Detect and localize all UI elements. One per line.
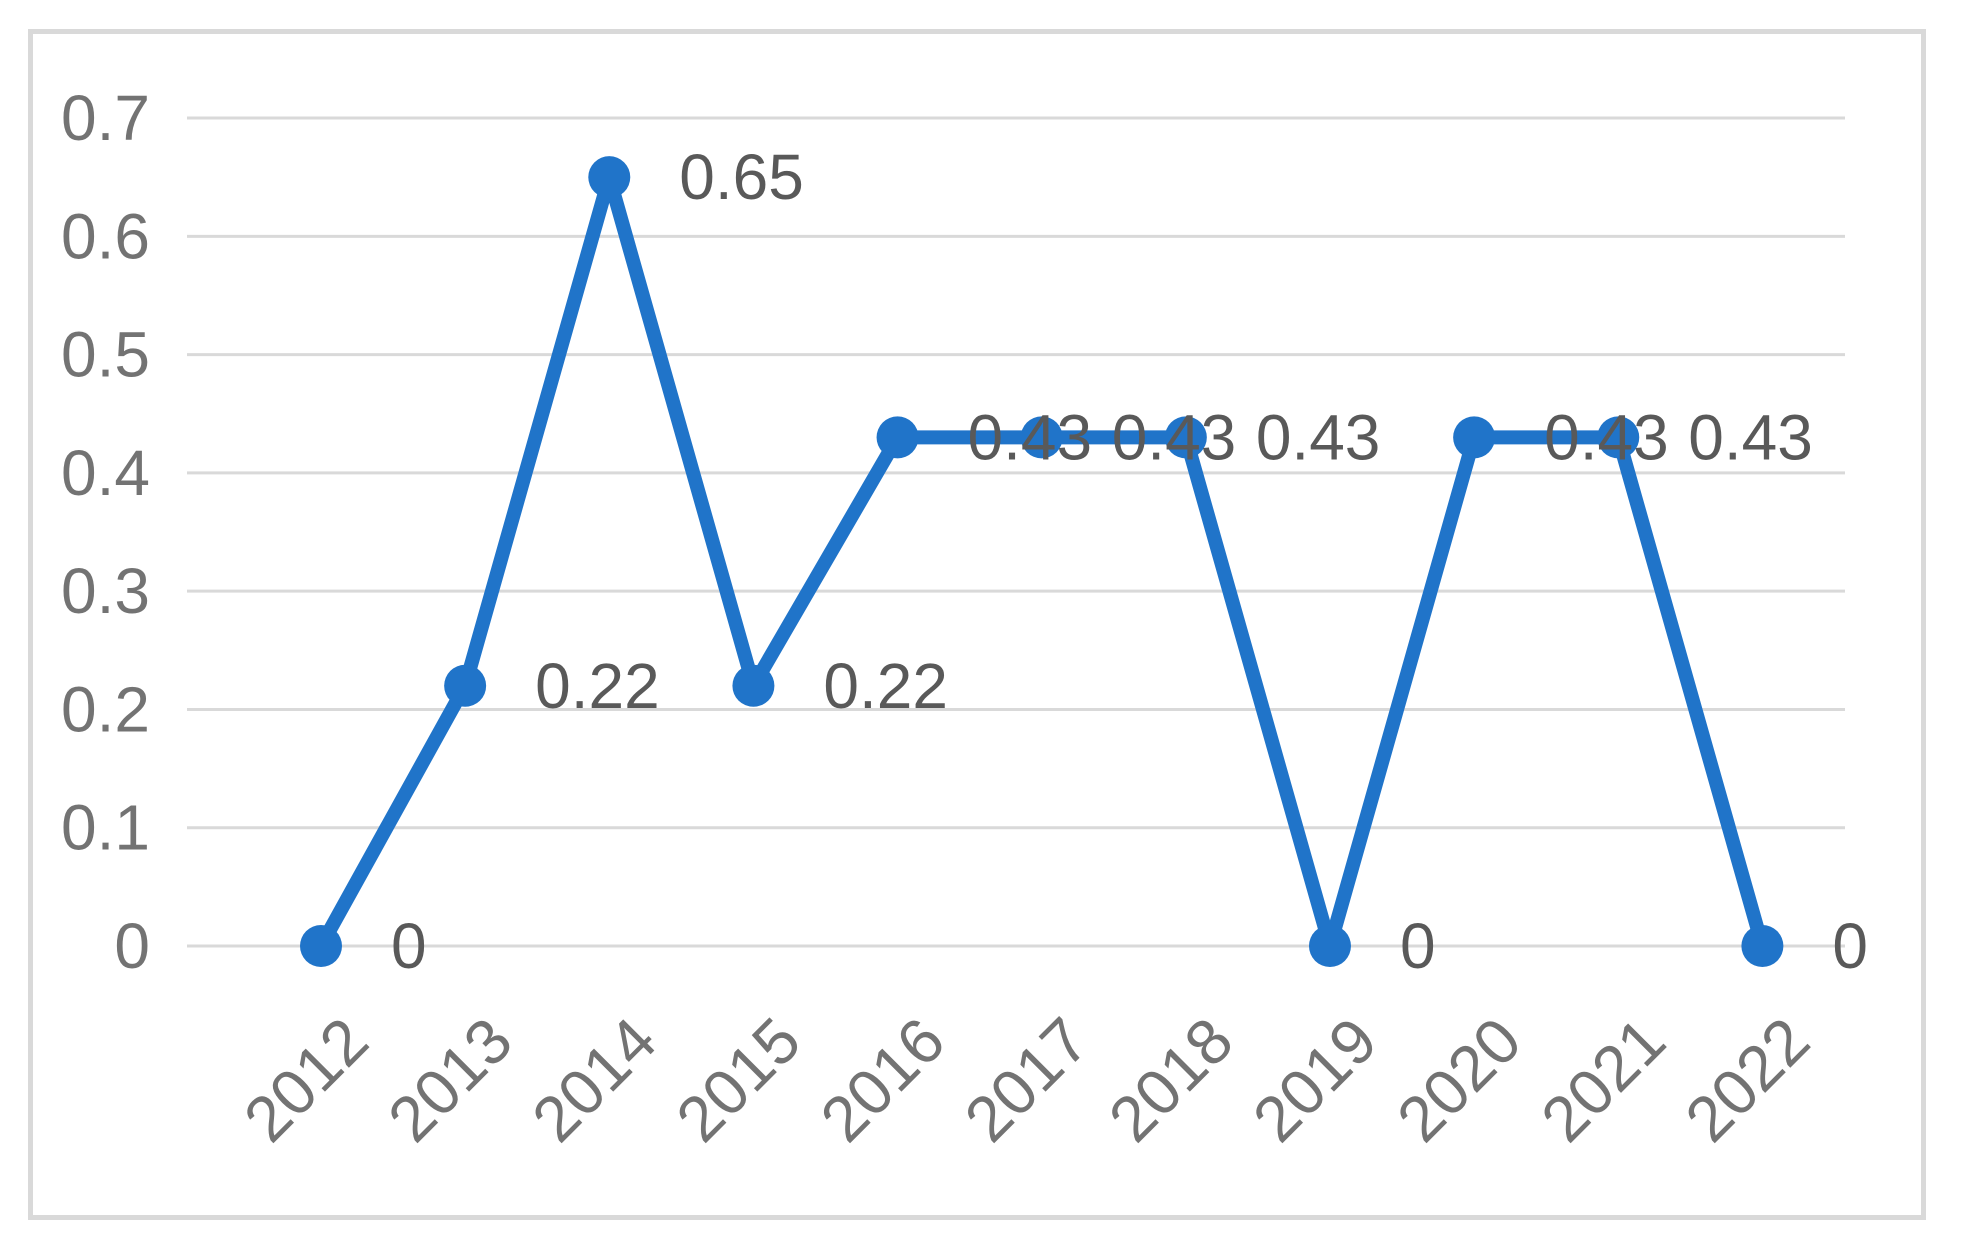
- data-point-2021: [1597, 416, 1640, 459]
- data-label-2017: 0.43: [1112, 401, 1237, 473]
- data-point-2017: [1020, 416, 1063, 459]
- data-label-2016: 0.43: [968, 401, 1093, 473]
- data-point-2016: [876, 416, 919, 459]
- data-label-2019: 0: [1400, 910, 1436, 982]
- data-point-2020: [1453, 416, 1496, 459]
- data-point-2013: [444, 664, 487, 707]
- data-label-2013: 0.22: [535, 650, 660, 722]
- data-label-2020: 0.43: [1544, 401, 1669, 473]
- data-point-2018: [1164, 416, 1207, 459]
- data-label-2015: 0.22: [823, 650, 948, 722]
- data-label-2022: 0: [1832, 910, 1868, 982]
- y-tick-label: 0.2: [61, 673, 150, 745]
- chart-border: [28, 29, 1926, 1220]
- data-point-2014: [588, 156, 631, 199]
- y-tick-label: 0.6: [61, 200, 150, 272]
- data-point-2019: [1308, 925, 1351, 967]
- data-point-2015: [732, 664, 775, 707]
- y-tick-label: 0.3: [61, 555, 150, 627]
- data-label-2014: 0.65: [679, 141, 804, 213]
- data-point-2012: [300, 925, 342, 967]
- data-label-2018: 0.43: [1256, 401, 1381, 473]
- y-tick-label: 0.5: [61, 319, 150, 391]
- y-tick-label: 0.7: [61, 82, 150, 154]
- data-point-2022: [1741, 925, 1784, 967]
- y-tick-label: 0: [114, 910, 150, 982]
- y-tick-label: 0.1: [61, 792, 150, 864]
- y-tick-label: 0.4: [61, 437, 150, 509]
- data-label-2012: 0: [391, 910, 427, 982]
- data-label-2021: 0.43: [1688, 401, 1813, 473]
